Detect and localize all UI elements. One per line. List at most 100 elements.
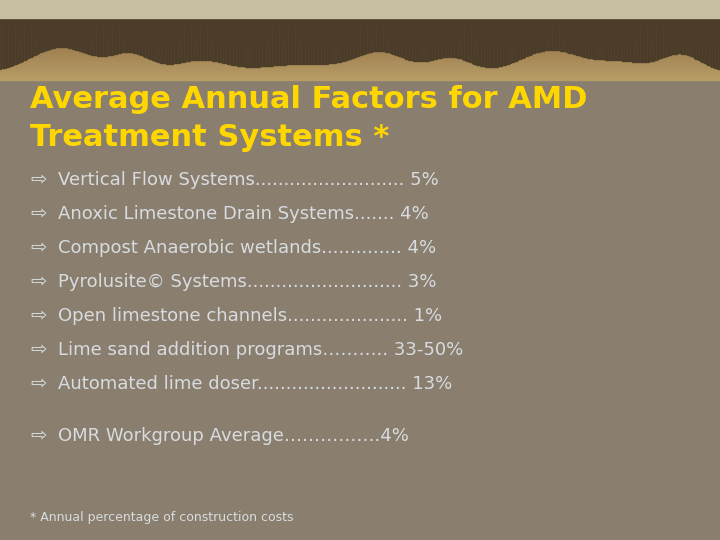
Bar (143, 0, 144, 56)
Bar (269, 0, 270, 66)
Bar (366, 0, 368, 53)
Text: ⇨: ⇨ (30, 375, 46, 394)
Bar (0, 31, 720, 32)
Bar (62, 0, 63, 47)
Bar (598, 0, 599, 59)
Bar (469, 0, 470, 62)
Bar (0, 76, 720, 77)
Bar (42, 0, 43, 51)
Bar (109, 0, 111, 55)
Bar (361, 0, 362, 55)
Bar (0, 41, 720, 42)
Bar (307, 0, 309, 64)
Bar (677, 0, 678, 53)
Bar (127, 0, 128, 52)
Bar (153, 0, 154, 60)
Bar (0, 29, 720, 30)
Bar (661, 0, 662, 58)
Bar (0, 23, 720, 24)
Bar (81, 0, 82, 51)
Bar (687, 0, 688, 55)
Bar (415, 0, 417, 61)
Bar (0, 25, 720, 26)
Bar (240, 0, 241, 66)
Bar (258, 0, 260, 66)
Bar (0, 42, 720, 43)
Bar (46, 0, 48, 50)
Bar (296, 0, 297, 64)
Bar (616, 0, 618, 60)
Bar (550, 0, 552, 50)
Bar (691, 0, 693, 56)
Bar (622, 0, 624, 60)
Bar (546, 0, 547, 50)
Bar (688, 0, 690, 55)
Bar (609, 0, 611, 60)
Bar (270, 0, 271, 66)
Bar (496, 0, 498, 66)
Bar (559, 0, 560, 50)
Bar (326, 0, 328, 64)
Bar (102, 0, 104, 56)
Bar (652, 0, 654, 60)
Bar (696, 0, 697, 58)
Bar (115, 0, 117, 53)
Bar (294, 0, 296, 64)
Bar (636, 0, 638, 62)
Bar (424, 0, 426, 61)
Bar (541, 0, 543, 51)
Bar (217, 0, 218, 62)
Bar (107, 0, 108, 56)
Bar (82, 0, 84, 52)
Bar (345, 0, 346, 60)
Bar (0, 48, 720, 49)
Bar (197, 0, 198, 60)
Bar (208, 0, 210, 60)
Bar (534, 0, 535, 53)
Bar (194, 0, 195, 60)
Bar (379, 0, 381, 51)
Bar (85, 0, 86, 53)
Bar (277, 0, 279, 65)
Bar (0, 74, 720, 75)
Bar (391, 0, 392, 53)
Bar (135, 0, 137, 53)
Bar (171, 0, 173, 64)
Bar (0, 34, 720, 35)
Bar (413, 0, 414, 60)
Bar (0, 53, 720, 54)
Bar (516, 0, 518, 60)
Bar (355, 0, 356, 57)
Bar (286, 0, 287, 64)
Bar (199, 0, 201, 59)
Bar (660, 0, 661, 58)
Bar (306, 0, 307, 64)
Bar (0, 70, 720, 71)
Bar (707, 0, 708, 65)
Bar (372, 0, 374, 51)
Bar (512, 0, 513, 62)
Bar (563, 0, 564, 51)
Bar (0, 55, 720, 56)
Bar (0, 57, 720, 58)
Bar (273, 0, 274, 65)
Bar (397, 0, 398, 55)
Bar (457, 0, 459, 58)
Bar (437, 0, 438, 58)
Bar (590, 0, 592, 58)
Bar (703, 0, 704, 63)
Bar (0, 39, 720, 40)
Bar (0, 46, 720, 47)
Text: Lime sand addition programs……….. 33-50%: Lime sand addition programs……….. 33-50% (58, 341, 463, 359)
Bar (460, 0, 462, 58)
Bar (9, 0, 10, 66)
Bar (0, 58, 720, 59)
Bar (114, 0, 115, 54)
Bar (423, 0, 424, 62)
Bar (222, 0, 224, 63)
Bar (79, 0, 81, 51)
Bar (228, 0, 230, 64)
Bar (466, 0, 467, 60)
Text: Average Annual Factors for AMD: Average Annual Factors for AMD (30, 85, 588, 114)
Bar (176, 0, 177, 63)
